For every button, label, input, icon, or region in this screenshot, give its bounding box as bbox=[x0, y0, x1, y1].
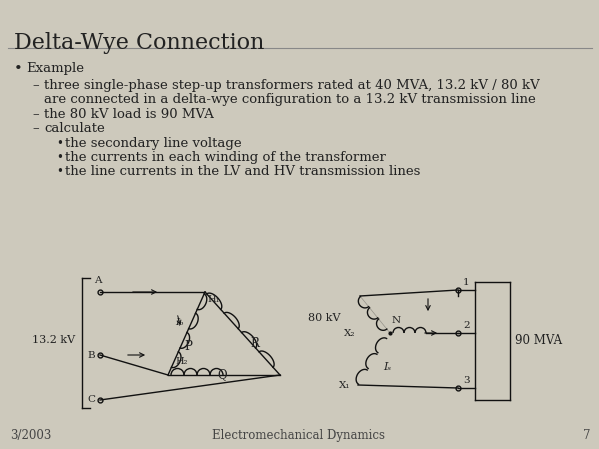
Text: 7: 7 bbox=[582, 429, 590, 442]
Text: •: • bbox=[56, 151, 63, 164]
Text: 3: 3 bbox=[463, 376, 470, 385]
Text: •: • bbox=[56, 165, 63, 178]
Text: calculate: calculate bbox=[44, 122, 105, 135]
Text: A: A bbox=[94, 276, 102, 285]
Text: B: B bbox=[87, 351, 95, 360]
Text: Delta-Wye Connection: Delta-Wye Connection bbox=[14, 32, 264, 54]
Text: 13.2 kV: 13.2 kV bbox=[32, 335, 75, 345]
Text: Q: Q bbox=[217, 368, 227, 381]
Text: are connected in a delta-wye configuration to a 13.2 kV transmission line: are connected in a delta-wye configurati… bbox=[44, 93, 536, 106]
Text: •: • bbox=[56, 137, 63, 150]
Text: X₂: X₂ bbox=[343, 329, 355, 338]
Text: 3/2003: 3/2003 bbox=[10, 429, 52, 442]
Text: •: • bbox=[14, 62, 23, 76]
Text: Iₛ: Iₛ bbox=[383, 362, 391, 372]
Text: the line currents in the LV and HV transmission lines: the line currents in the LV and HV trans… bbox=[65, 165, 420, 178]
Text: three single-phase step-up transformers rated at 40 MVA, 13.2 kV / 80 kV: three single-phase step-up transformers … bbox=[44, 79, 540, 92]
Text: Electromechanical Dynamics: Electromechanical Dynamics bbox=[213, 429, 386, 442]
Text: X₁: X₁ bbox=[338, 380, 350, 389]
Text: Example: Example bbox=[26, 62, 84, 75]
Text: N: N bbox=[392, 316, 401, 325]
Text: the currents in each winding of the transformer: the currents in each winding of the tran… bbox=[65, 151, 386, 164]
Text: 90 MVA: 90 MVA bbox=[515, 334, 562, 347]
Text: –: – bbox=[32, 122, 38, 135]
Text: R: R bbox=[250, 337, 259, 350]
Text: H₂: H₂ bbox=[175, 357, 187, 366]
Text: the 80 kV load is 90 MVA: the 80 kV load is 90 MVA bbox=[44, 108, 214, 121]
Text: –: – bbox=[32, 79, 38, 92]
Text: P: P bbox=[184, 340, 192, 353]
Text: 1: 1 bbox=[463, 278, 470, 287]
Text: C: C bbox=[87, 396, 95, 405]
Text: –: – bbox=[32, 108, 38, 121]
Text: 80 kV: 80 kV bbox=[307, 313, 340, 323]
Text: Iₚ: Iₚ bbox=[175, 318, 183, 327]
Text: H₁: H₁ bbox=[207, 295, 219, 304]
Text: 2: 2 bbox=[463, 321, 470, 330]
Text: the secondary line voltage: the secondary line voltage bbox=[65, 137, 241, 150]
